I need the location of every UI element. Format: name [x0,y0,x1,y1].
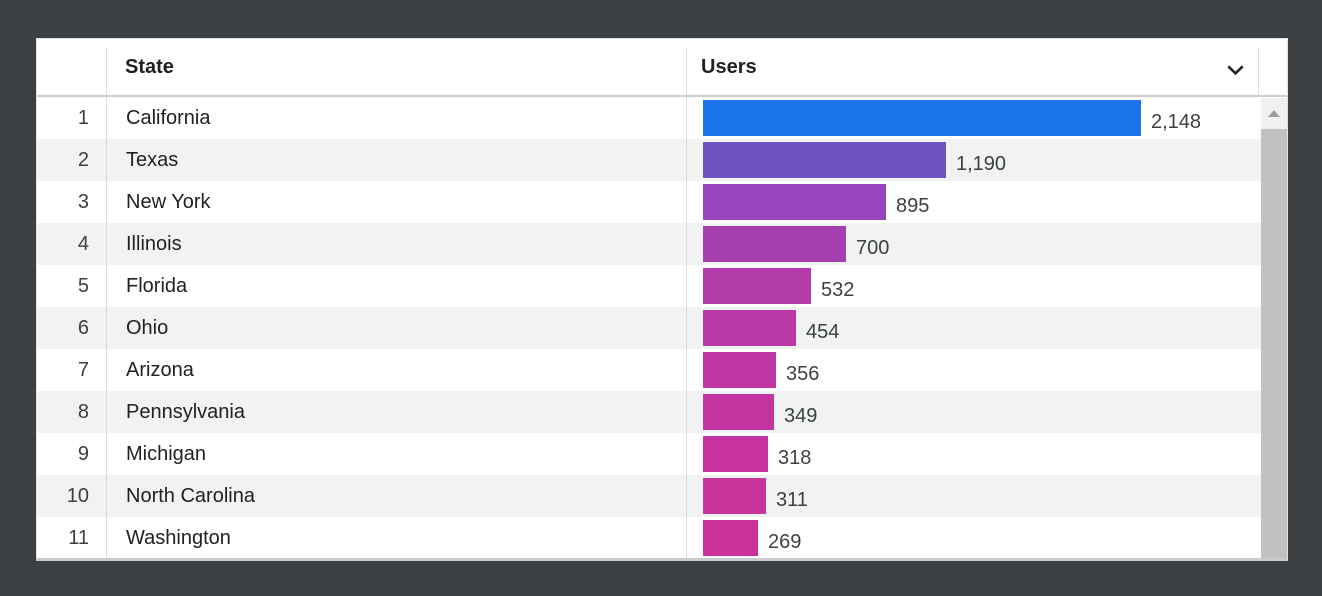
row-state-label: Florida [107,265,687,307]
users-value: 1,190 [956,152,1007,175]
row-state-label: Illinois [107,223,687,265]
users-value: 311 [776,488,808,511]
table-header: State Users [37,39,1287,97]
row-rank: 1 [37,97,107,139]
column-header-users[interactable]: Users [701,56,757,78]
table-row: 2 Texas 1,190 [37,139,1287,181]
row-users-cell: 269 [687,517,1287,558]
row-rank: 6 [37,307,107,349]
row-rank: 5 [37,265,107,307]
row-users-cell: 700 [687,223,1287,265]
users-value: 454 [806,320,840,343]
users-value: 269 [768,530,802,553]
header-divider [106,48,107,95]
table-row: 8 Pennsylvania 349 [37,391,1287,433]
row-users-cell: 318 [687,433,1287,475]
arrow-up-icon [1268,110,1280,117]
table-row: 10 North Carolina 311 [37,475,1287,517]
vertical-scrollbar[interactable] [1261,98,1287,558]
row-users-cell: 1,190 [687,139,1287,181]
users-value: 356 [786,362,820,385]
row-users-cell: 895 [687,181,1287,223]
column-header-state[interactable]: State [125,56,174,78]
users-value: 895 [896,194,930,217]
table-row: 9 Michigan 318 [37,433,1287,475]
row-rank: 9 [37,433,107,475]
users-bar [703,226,846,262]
row-users-cell: 532 [687,265,1287,307]
users-value: 318 [778,446,812,469]
users-bar [703,478,766,514]
table-row: 7 Arizona 356 [37,349,1287,391]
users-bar [703,184,886,220]
row-rank: 7 [37,349,107,391]
row-state-label: Washington [107,517,687,558]
row-users-cell: 454 [687,307,1287,349]
row-users-cell: 349 [687,391,1287,433]
users-bar [703,142,946,178]
row-rank: 2 [37,139,107,181]
users-bar [703,394,774,430]
row-rank: 11 [37,517,107,558]
row-state-label: California [107,97,687,139]
table-row: 11 Washington 269 [37,517,1287,558]
row-state-label: North Carolina [107,475,687,517]
row-users-cell: 356 [687,349,1287,391]
scrollbar-thumb[interactable] [1261,129,1287,558]
users-value: 700 [856,236,890,259]
table-row: 3 New York 895 [37,181,1287,223]
users-bar [703,268,811,304]
scrollbar-up-arrow-button[interactable] [1261,98,1287,129]
chevron-down-icon[interactable] [1227,63,1244,76]
table-body: 1 California 2,148 2 Texas 1,190 3 New Y… [37,97,1287,558]
row-rank: 3 [37,181,107,223]
table-row: 6 Ohio 454 [37,307,1287,349]
users-value: 2,148 [1151,110,1202,133]
header-divider [686,48,687,95]
row-rank: 10 [37,475,107,517]
table-row: 1 California 2,148 [37,97,1287,139]
header-divider [1258,48,1259,95]
row-state-label: Pennsylvania [107,391,687,433]
users-bar [703,100,1141,136]
row-state-label: Michigan [107,433,687,475]
users-bar [703,520,758,556]
users-value: 349 [784,404,818,427]
users-bar [703,310,796,346]
users-value: 532 [821,278,855,301]
data-table-card: State Users 1 California 2,148 2 Texas 1… [36,38,1288,561]
table-row: 5 Florida 532 [37,265,1287,307]
row-state-label: Texas [107,139,687,181]
row-users-cell: 311 [687,475,1287,517]
row-rank: 4 [37,223,107,265]
row-users-cell: 2,148 [687,97,1287,139]
users-bar [703,352,776,388]
row-rank: 8 [37,391,107,433]
row-state-label: New York [107,181,687,223]
table-row: 4 Illinois 700 [37,223,1287,265]
row-state-label: Arizona [107,349,687,391]
users-bar [703,436,768,472]
row-state-label: Ohio [107,307,687,349]
